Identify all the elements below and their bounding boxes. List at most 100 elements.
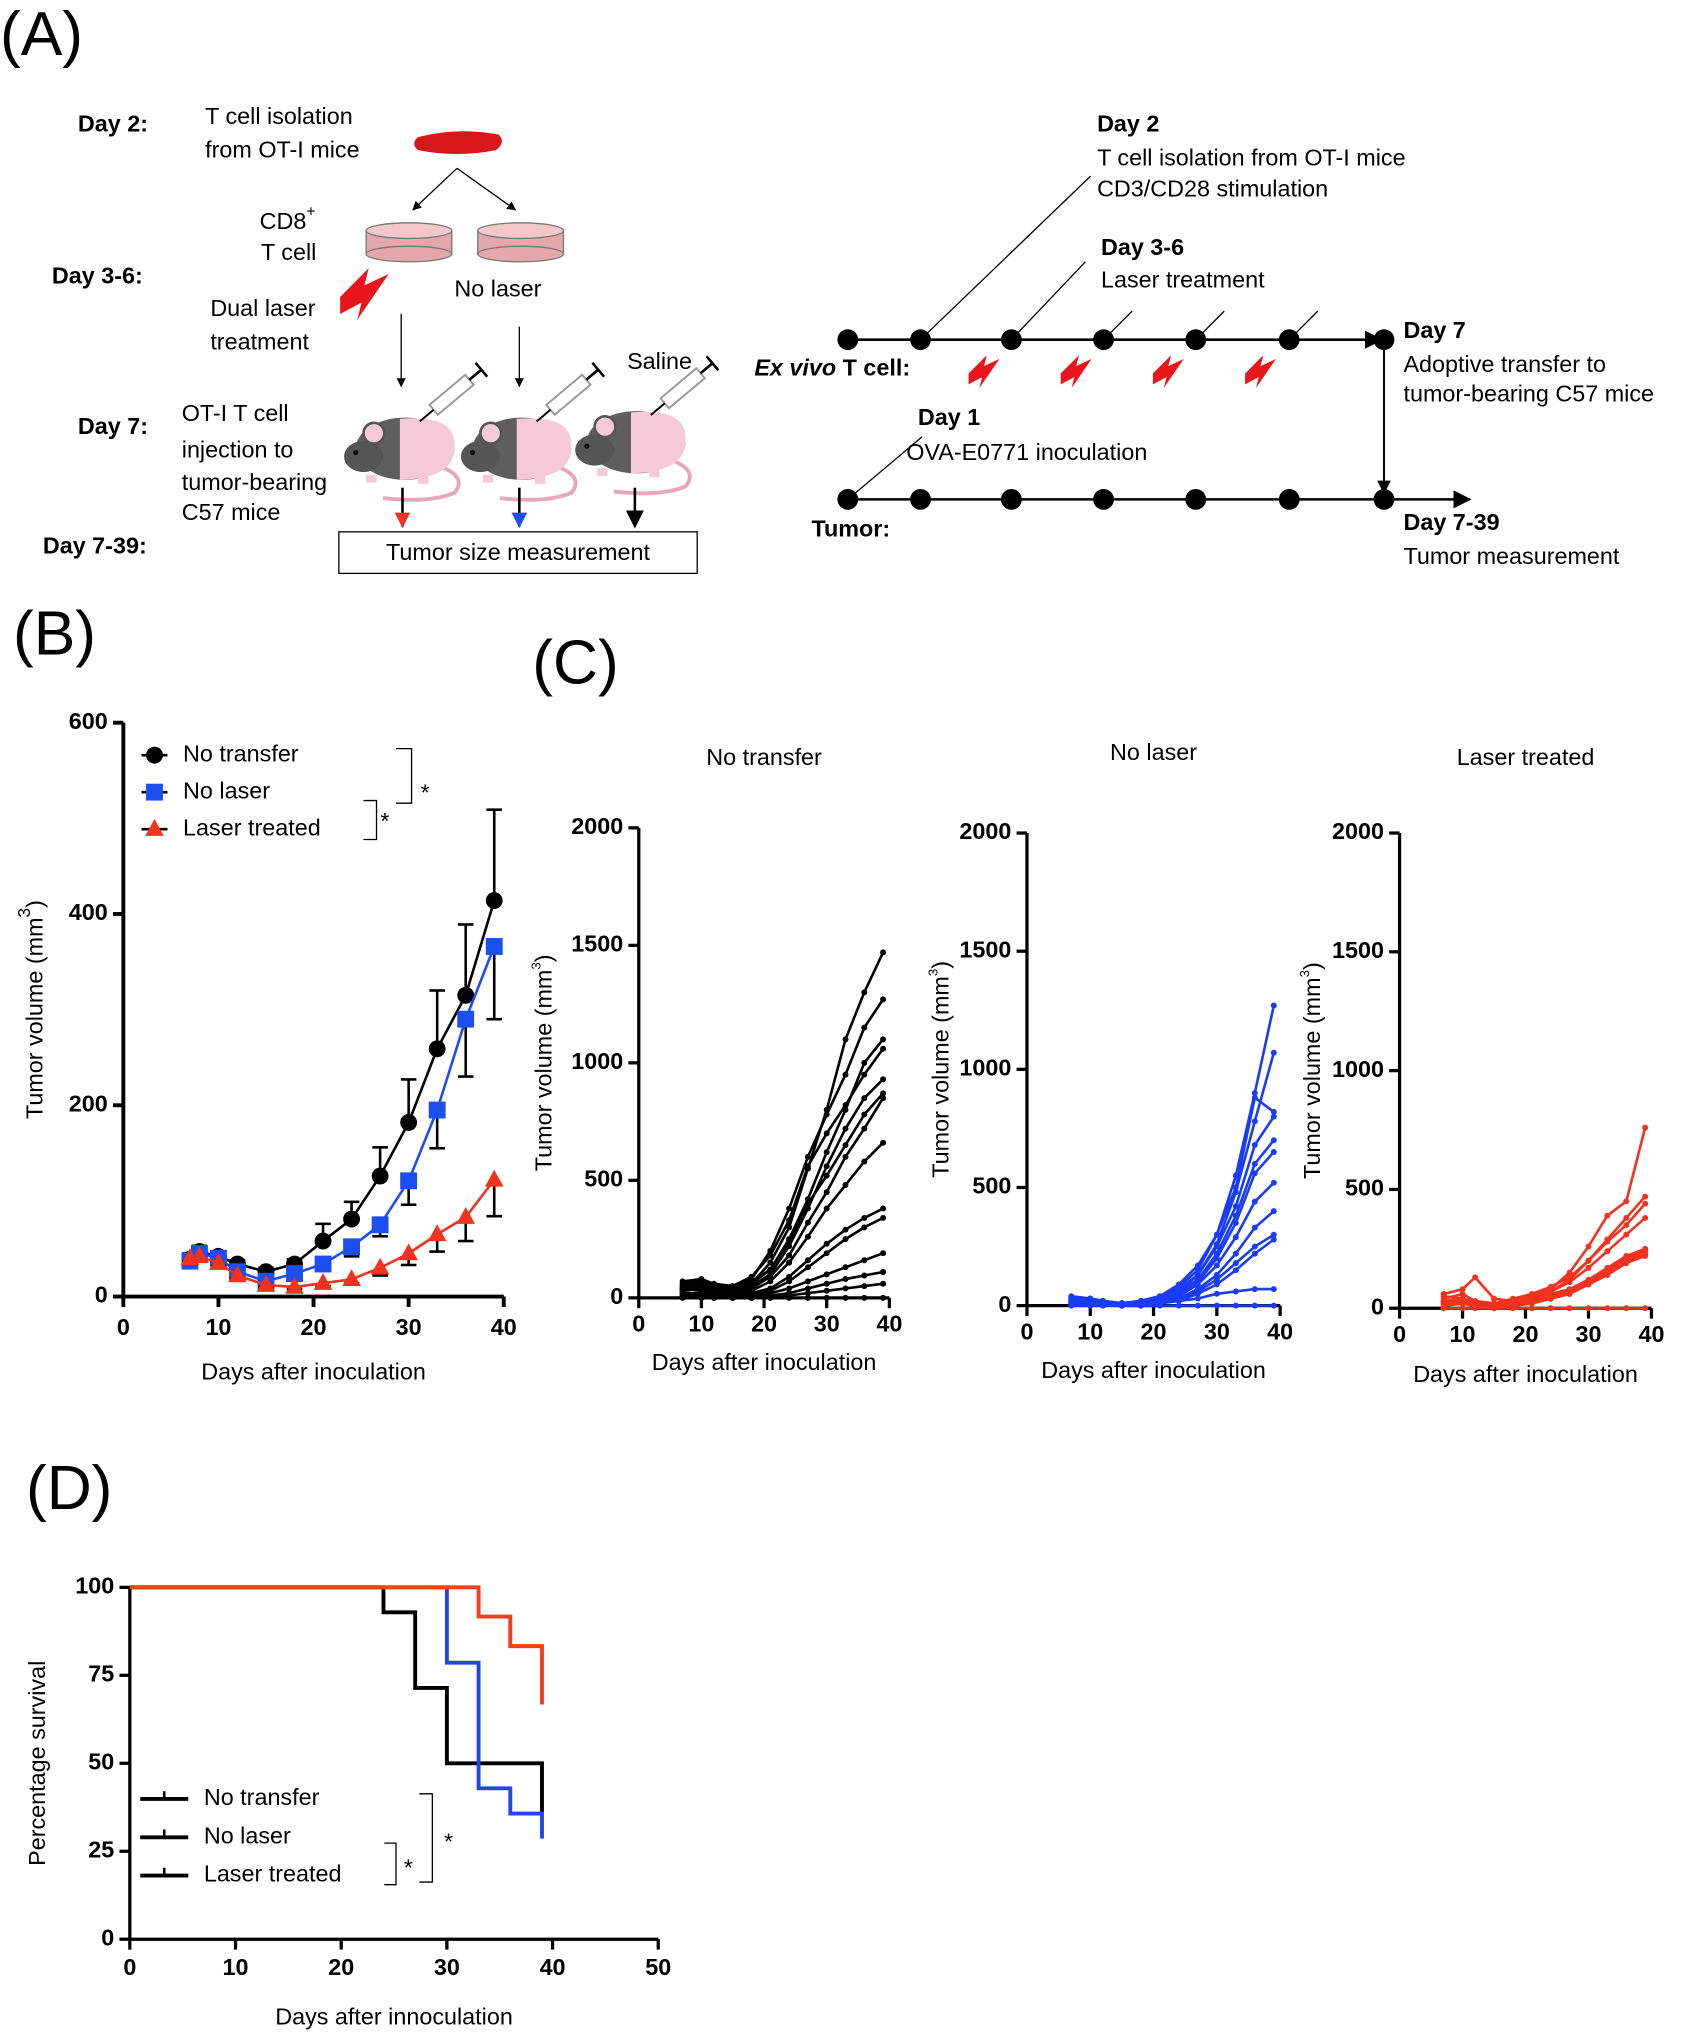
chart-title: No transfer xyxy=(706,744,822,770)
y-axis-label-part: ) xyxy=(22,900,48,908)
marker xyxy=(748,1294,755,1301)
marker xyxy=(1251,1089,1258,1096)
marker xyxy=(1547,1295,1554,1302)
marker xyxy=(748,1273,755,1280)
marker xyxy=(343,1238,361,1256)
marker xyxy=(880,1269,887,1275)
x-tick-label: 40 xyxy=(540,1954,566,1980)
marker xyxy=(485,892,503,910)
y-axis-label-part: ) xyxy=(1299,962,1325,970)
marker xyxy=(842,1102,849,1109)
marker xyxy=(1642,1124,1649,1131)
step-text: No laser xyxy=(454,276,541,302)
marker xyxy=(1547,1283,1554,1290)
y-tick-label: 50 xyxy=(88,1748,114,1774)
marker xyxy=(1566,1274,1573,1281)
marker xyxy=(1604,1271,1611,1278)
marker xyxy=(823,1287,830,1294)
marker xyxy=(1623,1198,1630,1205)
marker xyxy=(1459,1286,1466,1293)
marker xyxy=(786,1238,793,1245)
series-line xyxy=(682,1141,884,1295)
marker xyxy=(1213,1262,1220,1269)
marker xyxy=(1642,1305,1649,1312)
bracket xyxy=(419,1793,433,1883)
marker xyxy=(457,1010,475,1028)
marker xyxy=(1194,1290,1201,1297)
marker xyxy=(1509,1305,1516,1312)
marker xyxy=(842,1264,849,1271)
marker xyxy=(804,1294,811,1301)
marker xyxy=(1213,1281,1220,1288)
marker xyxy=(823,1205,830,1212)
panel-label: (D) xyxy=(26,1454,112,1523)
significance: * xyxy=(444,1828,453,1854)
track-label: Tumor: xyxy=(811,516,890,542)
marker xyxy=(767,1294,774,1301)
y-tick-label: 1000 xyxy=(1332,1056,1384,1082)
laser-icon xyxy=(1060,355,1092,388)
marker xyxy=(1270,1113,1277,1120)
x-tick-label: 10 xyxy=(205,1314,231,1340)
marker xyxy=(1194,1281,1201,1288)
significance: * xyxy=(421,779,430,805)
legend-label: No laser xyxy=(204,1822,291,1848)
marker xyxy=(861,1095,868,1102)
marker xyxy=(400,1172,418,1190)
marker xyxy=(1270,1208,1277,1215)
legend-label: Laser treated xyxy=(183,814,321,840)
marker xyxy=(145,819,164,836)
pointer xyxy=(920,175,1092,341)
marker xyxy=(767,1252,774,1259)
marker xyxy=(1156,1302,1163,1309)
marker xyxy=(880,949,887,956)
marker xyxy=(861,1111,868,1118)
panel-label: (C) xyxy=(532,628,618,697)
marker xyxy=(842,1285,849,1292)
marker xyxy=(767,1259,774,1266)
marker xyxy=(1232,1267,1239,1274)
marker xyxy=(1623,1305,1630,1312)
y-tick-label: 600 xyxy=(69,708,108,734)
y-axis-label-part: ) xyxy=(928,961,954,969)
marker xyxy=(823,1240,830,1247)
marker xyxy=(1118,1302,1125,1309)
marker xyxy=(861,989,868,996)
marker xyxy=(400,1114,418,1131)
marker xyxy=(1604,1305,1611,1312)
marker xyxy=(1251,1094,1258,1101)
laser-icon xyxy=(968,355,1000,388)
marker xyxy=(256,1274,276,1292)
marker xyxy=(767,1266,774,1273)
marker xyxy=(286,1265,303,1283)
legend-label: Laser treated xyxy=(204,1861,342,1887)
marker xyxy=(842,1153,849,1160)
arrow xyxy=(412,167,458,211)
day-label: Day 1 xyxy=(918,404,980,430)
marker xyxy=(1232,1234,1239,1241)
y-axis-label-sup: 3 xyxy=(925,969,940,976)
marker xyxy=(842,1071,849,1078)
marker xyxy=(786,1273,793,1280)
marker xyxy=(823,1111,830,1118)
marker xyxy=(786,1252,793,1259)
y-tick-label: 1500 xyxy=(1332,937,1384,963)
series-line xyxy=(682,951,885,1290)
marker xyxy=(1194,1302,1201,1309)
marker xyxy=(842,1036,849,1043)
y-tick-label: 75 xyxy=(88,1660,114,1686)
marker xyxy=(861,1257,868,1264)
marker xyxy=(786,1294,793,1301)
marker xyxy=(842,1125,849,1132)
marker xyxy=(823,1189,830,1196)
marker xyxy=(1642,1252,1649,1259)
x-tick-label: 0 xyxy=(632,1311,645,1337)
day-label: Day 7 xyxy=(1403,317,1465,343)
y-axis-label-sup: 3 xyxy=(1297,970,1312,977)
cell-label-text: CD8 xyxy=(260,208,307,234)
marker xyxy=(1566,1269,1573,1276)
y-axis-label-part: Tumor volume (mm xyxy=(22,917,48,1119)
mouse xyxy=(342,360,490,502)
marker xyxy=(457,986,475,1004)
step-text: T cell isolation from OT-I mice xyxy=(1097,144,1406,170)
